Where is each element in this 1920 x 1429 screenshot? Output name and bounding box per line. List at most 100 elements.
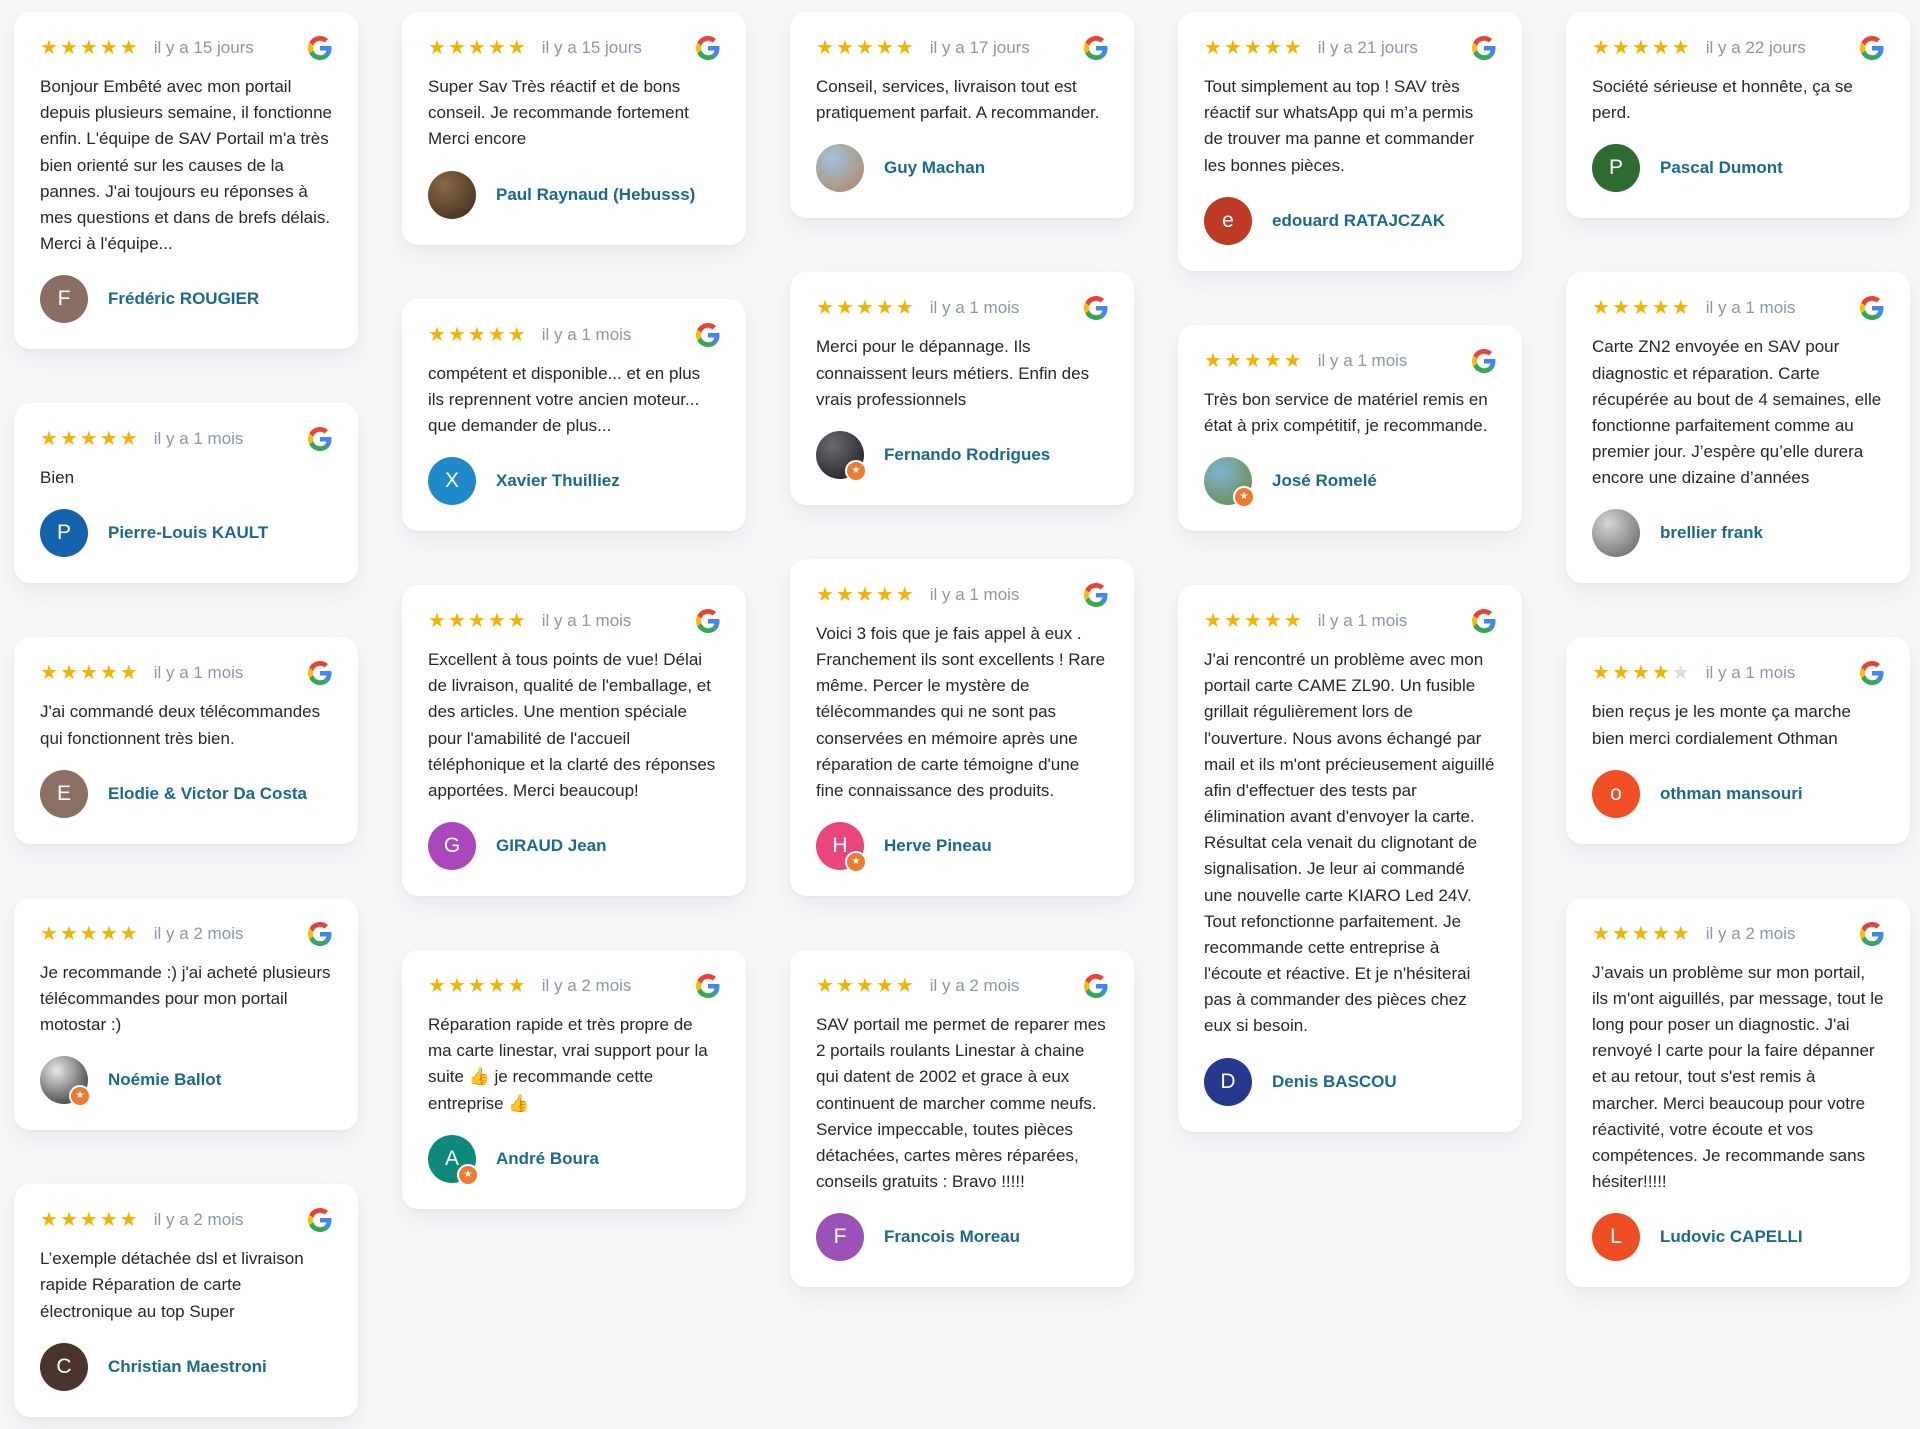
review-time: il y a 1 mois [929,584,1020,604]
reviewer-name[interactable]: brellier frank [1660,523,1763,543]
star-icon: ★ [875,583,896,606]
review-text: Tout simplement au top ! SAV très réacti… [1204,77,1475,175]
reviewer-row: C Christian Maestroni [40,1342,332,1391]
star-icon: ★ [59,37,80,59]
star-rating: ★★★★★ [816,585,916,605]
star-rating: ★★★★★ [1204,351,1304,371]
reviewer-avatar[interactable] [1592,509,1640,558]
reviewer-avatar[interactable]: A ★ [428,1134,479,1186]
reviewer-avatar[interactable]: L [1592,1213,1640,1262]
star-icon: ★ [1243,37,1264,59]
reviewer-avatar[interactable]: o [1592,769,1640,818]
reviewer-avatar[interactable]: X [428,457,476,506]
reviewer-avatar[interactable] [816,144,864,193]
google-g-icon[interactable] [1084,974,1108,999]
star-icon: ★ [1611,297,1632,320]
google-g-icon[interactable] [308,36,332,60]
star-icon: ★ [507,323,528,346]
star-icon: ★ [1223,610,1244,633]
reviewer-name[interactable]: Guy Machan [884,158,986,178]
reviewer-name[interactable]: Paul Raynaud (Hebusss) [496,184,696,204]
review-time: il y a 1 mois [1317,611,1408,631]
reviewer-avatar[interactable]: H ★ [816,822,867,874]
review-card-header: ★★★★★ il y a 2 mois [40,921,332,946]
reviewer-name[interactable]: Christian Maestroni [108,1356,267,1376]
reviewer-name[interactable]: othman mansouri [1660,783,1803,803]
star-icon: ★ [79,37,100,59]
reviewer-name[interactable]: Pierre-Louis KAULT [108,523,269,543]
review-card: ★★★★★ il y a 17 jours Conseil, services,… [790,12,1134,219]
star-icon: ★ [99,922,120,945]
reviewer-avatar[interactable]: P [1592,144,1640,193]
reviewer-avatar[interactable]: G [428,822,476,871]
google-g-icon[interactable] [308,661,332,686]
google-g-icon[interactable] [696,609,720,634]
star-icon: ★ [40,37,60,59]
reviewer-name[interactable]: Elodie & Victor Da Costa [108,783,308,803]
google-g-icon[interactable] [1860,661,1884,686]
star-icon: ★ [79,428,100,451]
google-g-icon[interactable] [1084,36,1108,60]
star-icon: ★ [79,662,100,685]
reviewer-avatar[interactable]: F [816,1213,864,1262]
reviewer-avatar[interactable]: P [40,509,88,558]
google-g-icon[interactable] [696,974,720,999]
reviewer-name[interactable]: José Romelé [1272,471,1377,491]
reviewer-name[interactable]: Francois Moreau [884,1227,1021,1247]
reviewer-avatar[interactable]: e [1204,196,1252,245]
google-g-icon[interactable] [308,427,332,452]
reviewer-name[interactable]: Ludovic CAPELLI [1660,1227,1803,1247]
star-icon: ★ [79,922,100,945]
reviewer-name[interactable]: Herve Pineau [884,836,992,856]
avatar-initial: X [444,469,459,493]
google-g-icon[interactable] [1472,609,1496,634]
reviewer-name[interactable]: edouard RATAJCZAK [1272,210,1446,230]
star-icon: ★ [40,1209,60,1232]
reviewer-avatar[interactable]: F [40,275,88,324]
review-time: il y a 2 mois [153,923,244,943]
reviewer-name[interactable]: Fernando Rodrigues [884,444,1051,464]
reviewer-name[interactable]: André Boura [496,1148,599,1168]
star-rating: ★★★★★ [428,976,528,996]
google-g-icon[interactable] [1860,296,1884,321]
google-g-icon[interactable] [1472,36,1496,60]
star-icon: ★ [1592,37,1612,59]
avatar-initial: C [56,1354,72,1378]
reviewer-name[interactable]: Frédéric ROUGIER [108,289,260,309]
google-g-icon[interactable] [1860,921,1884,946]
review-card-header: ★★★★★ il y a 2 mois [428,974,720,999]
google-g-icon[interactable] [1084,582,1108,607]
review-text: Je recommande :) j'ai acheté plusieurs t… [40,962,331,1035]
reviewer-avatar[interactable]: C [40,1342,88,1391]
google-g-icon[interactable] [696,36,720,60]
star-icon: ★ [99,662,120,685]
reviewer-avatar[interactable]: ★ [40,1056,91,1108]
local-guide-badge: ★ [845,851,867,874]
reviewer-avatar[interactable] [428,170,476,219]
review-time: il y a 21 jours [1317,38,1418,57]
reviewer-name[interactable]: Xavier Thuilliez [496,471,620,491]
review-text: SAV portail me permet de reparer mes 2 p… [816,1015,1106,1192]
star-icon: ★ [1592,297,1612,320]
avatar-initial: L [1610,1225,1622,1249]
google-g-icon[interactable] [1084,296,1108,321]
star-icon: ★ [467,610,488,633]
reviewer-name[interactable]: Noémie Ballot [108,1070,222,1090]
star-icon: ★ [1243,610,1264,633]
reviewer-avatar[interactable]: D [1204,1057,1252,1106]
reviewer-avatar[interactable]: E [40,769,88,818]
reviewer-name[interactable]: Pascal Dumont [1660,158,1783,178]
google-g-icon[interactable] [696,322,720,347]
google-g-icon[interactable] [308,921,332,946]
review-time: il y a 1 mois [541,324,632,344]
reviewer-name[interactable]: GIRAUD Jean [496,836,607,856]
star-rating: ★★★★★ [1592,298,1692,318]
badge-star-icon: ★ [463,1168,473,1180]
google-g-icon[interactable] [308,1208,332,1233]
reviewer-avatar[interactable]: ★ [816,430,867,482]
reviewer-avatar[interactable]: ★ [1204,457,1255,509]
google-g-icon[interactable] [1860,36,1884,60]
reviewer-name[interactable]: Denis BASCOU [1272,1071,1397,1091]
star-icon: ★ [1204,349,1224,372]
google-g-icon[interactable] [1472,348,1496,373]
